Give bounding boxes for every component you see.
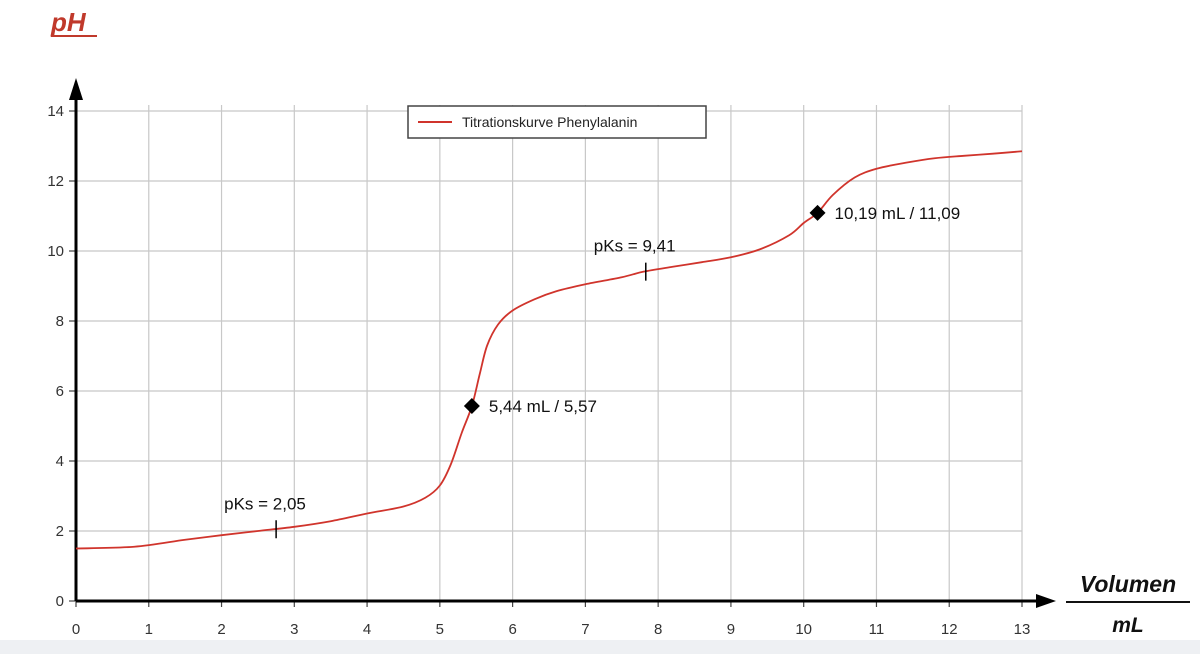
- x-tick-label-5: 5: [436, 621, 444, 638]
- series-line-0: [75, 150, 1023, 550]
- x-tick-label-6: 6: [508, 621, 516, 638]
- x-axis-title-volumen: Volumen: [1080, 571, 1176, 597]
- y-axis-title: pH: [50, 7, 87, 37]
- series: [75, 150, 1023, 550]
- legend: Titrationskurve Phenylalanin: [407, 105, 707, 139]
- x-tick-label-13: 13: [1014, 621, 1031, 638]
- x-tick-label-4: 4: [363, 621, 371, 638]
- x-tick-label-7: 7: [581, 621, 589, 638]
- x-tick-label-1: 1: [145, 621, 153, 638]
- y-axis-arrow: [69, 78, 83, 100]
- y-tick-label-2: 2: [56, 523, 64, 540]
- y-tick-label-10: 10: [47, 243, 64, 260]
- legend-box: [407, 105, 707, 139]
- x-axis-arrow: [1036, 594, 1056, 608]
- x-tick-label-11: 11: [869, 621, 885, 638]
- pks-label-2: pKs = 2,05: [224, 494, 306, 513]
- equivalence-point-marker-1: [809, 204, 826, 221]
- markers: 5,44 mL / 5,57 10,19 mL / 11,09 pKs = 2,05…: [224, 204, 961, 539]
- y-tick-label-14: 14: [47, 103, 64, 120]
- pks-label-3: pKs = 9,41: [594, 237, 676, 256]
- x-tick-label-9: 9: [727, 621, 735, 638]
- axes: [69, 78, 1056, 608]
- y-tick-label-0: 0: [56, 593, 64, 610]
- x-tick-label-3: 3: [290, 621, 298, 638]
- x-tick-label-0: 0: [72, 621, 80, 638]
- y-tick-label-8: 8: [56, 313, 64, 330]
- y-tick-label-4: 4: [56, 453, 64, 470]
- x-tick-label-8: 8: [654, 621, 662, 638]
- equivalence-point-label-0: 5,44 mL / 5,57: [489, 397, 597, 416]
- legend-label: Titrationskurve Phenylalanin: [462, 114, 637, 130]
- x-axis-title-ml: mL: [1112, 614, 1144, 637]
- equivalence-point-label-1: 10,19 mL / 11,09: [835, 204, 961, 223]
- y-tick-label-6: 6: [56, 383, 64, 400]
- bottom-strip: [0, 640, 1200, 654]
- grid: [69, 105, 1023, 607]
- x-tick-label-2: 2: [217, 621, 225, 638]
- x-tick-label-12: 12: [941, 621, 958, 638]
- y-tick-label-12: 12: [47, 173, 64, 190]
- equivalence-point-marker-0: [463, 398, 480, 415]
- x-tick-label-10: 10: [795, 621, 812, 638]
